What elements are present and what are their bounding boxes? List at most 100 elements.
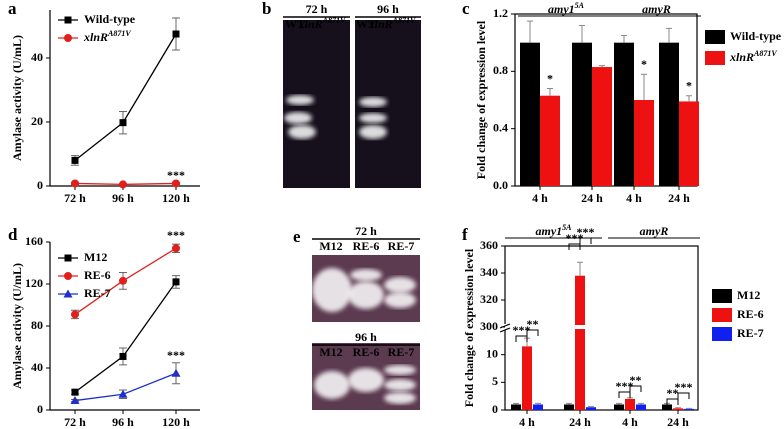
bar bbox=[614, 42, 634, 186]
marker bbox=[172, 30, 180, 38]
gel-band bbox=[359, 125, 387, 139]
bar bbox=[540, 95, 560, 186]
error-bar bbox=[527, 20, 533, 43]
marker bbox=[119, 276, 127, 285]
x-tick-label: 72 h bbox=[64, 191, 86, 205]
x-tick-label: 4 h bbox=[622, 415, 638, 429]
bar bbox=[575, 275, 585, 410]
panel-letter: f bbox=[462, 225, 468, 244]
significance: *** bbox=[675, 380, 693, 394]
marker bbox=[64, 34, 72, 42]
y-tick-label: 80 bbox=[31, 318, 43, 332]
significance: * bbox=[686, 78, 692, 92]
gel-band bbox=[286, 95, 314, 105]
gel-band bbox=[384, 392, 416, 404]
bracket bbox=[618, 391, 631, 398]
x-tick-label: 120 h bbox=[162, 191, 190, 205]
y-tick-label: 20 bbox=[31, 114, 43, 128]
x-tick-label: 120 h bbox=[162, 415, 190, 429]
y-tick-label: 0 bbox=[37, 402, 43, 416]
y-tick-label: 0.4 bbox=[493, 120, 508, 134]
marker bbox=[171, 368, 181, 377]
y-axis-label: Amylase activity (U/mL) bbox=[10, 35, 24, 161]
lane-label: WT bbox=[356, 17, 376, 31]
gel-band bbox=[314, 371, 350, 399]
legend-label: xlnRA871V bbox=[729, 49, 777, 64]
y-tick-label: 0.0 bbox=[493, 178, 508, 192]
significance: *** bbox=[513, 323, 531, 337]
panel-letter: b bbox=[262, 0, 271, 18]
y-axis-label: Amylase activity (U/mL) bbox=[10, 263, 24, 389]
axes bbox=[49, 242, 200, 411]
x-tick-label: 24 h bbox=[667, 415, 689, 429]
marker bbox=[71, 156, 79, 164]
significance: *** bbox=[616, 379, 634, 393]
y-tick-label: 300 bbox=[480, 319, 498, 333]
gel-band bbox=[312, 268, 352, 312]
legend-label: RE-7 bbox=[84, 286, 111, 300]
bar bbox=[520, 42, 540, 186]
x-tick-label: 24 h bbox=[581, 191, 603, 205]
bar bbox=[564, 404, 574, 410]
time-label: 96 h bbox=[355, 330, 377, 344]
x-tick-label: 4 h bbox=[519, 415, 535, 429]
error-bar bbox=[577, 261, 583, 276]
error-bar bbox=[638, 402, 644, 405]
bar bbox=[586, 407, 596, 410]
x-tick-label: 96 h bbox=[112, 415, 134, 429]
legend-swatch bbox=[705, 30, 725, 44]
y-tick-label: 5 bbox=[492, 374, 498, 388]
legend-swatch bbox=[712, 289, 732, 303]
group-label: amyR bbox=[640, 224, 669, 238]
legend-label: M12 bbox=[84, 250, 107, 264]
marker bbox=[64, 16, 72, 24]
bracket bbox=[666, 398, 679, 405]
bar-break bbox=[574, 325, 586, 329]
x-tick-label: 24 h bbox=[569, 415, 591, 429]
lane-label: M12 bbox=[319, 239, 342, 253]
bar bbox=[533, 404, 543, 410]
bar bbox=[511, 404, 521, 410]
bar bbox=[592, 67, 612, 186]
marker bbox=[172, 244, 180, 253]
bar bbox=[614, 404, 624, 410]
error-bar bbox=[566, 402, 572, 405]
y-tick-label: 340 bbox=[480, 265, 498, 279]
error-bar bbox=[666, 27, 672, 43]
marker bbox=[172, 179, 180, 188]
marker bbox=[70, 396, 80, 405]
bracket bbox=[677, 392, 690, 399]
gel-band bbox=[288, 125, 316, 139]
bracket bbox=[579, 237, 592, 244]
time-label: 72 h bbox=[355, 224, 377, 238]
legend-swatch bbox=[712, 308, 732, 322]
marker bbox=[63, 289, 73, 298]
gel-band bbox=[384, 365, 416, 375]
significance: ** bbox=[630, 373, 642, 387]
error-bar bbox=[641, 73, 647, 100]
marker bbox=[64, 272, 72, 280]
legend-label: M12 bbox=[737, 288, 760, 302]
significance: *** bbox=[577, 225, 595, 239]
x-tick-label: 4 h bbox=[626, 191, 642, 205]
x-tick-label: 4 h bbox=[532, 191, 548, 205]
bracket bbox=[568, 243, 581, 250]
marker bbox=[71, 388, 79, 396]
panel-letter: c bbox=[462, 0, 470, 18]
gel-band bbox=[384, 379, 416, 391]
error-bar bbox=[547, 88, 553, 96]
y-tick-label: 10 bbox=[486, 346, 498, 360]
bar bbox=[522, 346, 532, 410]
marker bbox=[118, 389, 128, 398]
legend-label: RE-7 bbox=[737, 326, 764, 340]
y-axis-label: Fold change of expression level bbox=[462, 248, 476, 407]
significance: ** bbox=[527, 317, 539, 331]
y-tick-label: 360 bbox=[480, 238, 498, 252]
lane-label: RE-7 bbox=[388, 345, 415, 359]
bar bbox=[625, 398, 635, 410]
lane-label: RE-6 bbox=[353, 239, 380, 253]
time-label: 72 h bbox=[306, 2, 328, 16]
legend-swatch bbox=[705, 51, 725, 65]
lane-label: xlnRA871V bbox=[368, 16, 416, 31]
